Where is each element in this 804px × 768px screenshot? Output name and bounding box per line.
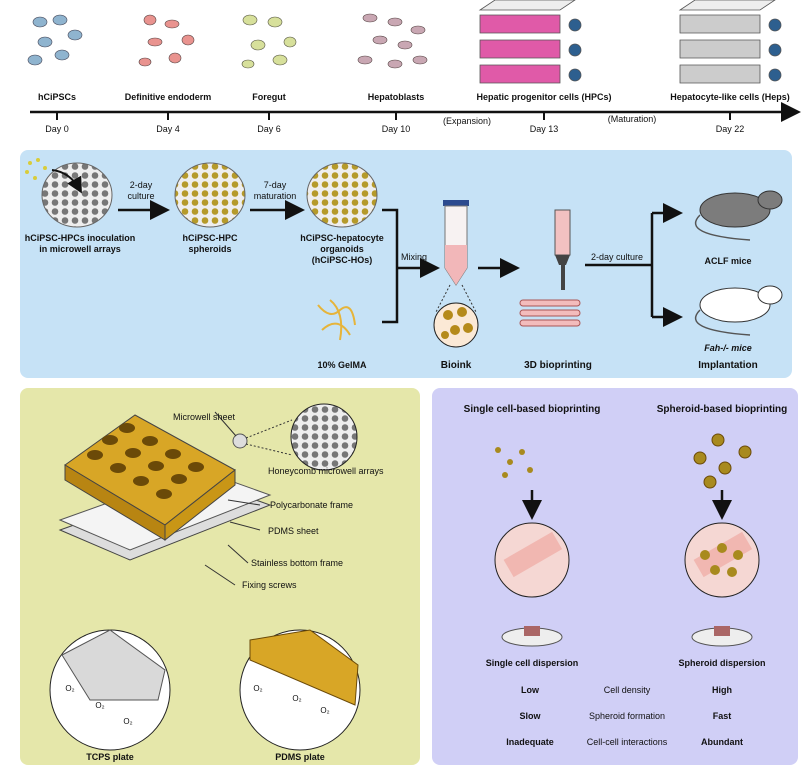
- day-label: Day 10: [381, 124, 411, 134]
- spheroid-value: Fast: [712, 711, 732, 721]
- stainless-label: Stainless bottom frame: [251, 558, 344, 568]
- o2-label: O₂: [292, 694, 302, 703]
- gelma-fibers: [317, 299, 356, 341]
- tcps-label: TCPS plate: [86, 752, 134, 762]
- spheroid-bioink: [693, 433, 752, 489]
- o2-label: O₂: [95, 701, 105, 710]
- petri-dishes: [501, 627, 753, 647]
- maturation-label: (Maturation): [607, 114, 657, 124]
- stage-label: Hepatoblasts: [367, 92, 425, 102]
- inoculation-label: hCiPSC-HPCs inoculation in microwell arr…: [24, 233, 136, 254]
- expansion-label: (Expansion): [442, 116, 492, 126]
- microwell-sheet-label: Microwell sheet: [173, 412, 236, 422]
- tcps-plate-zoom: [49, 629, 171, 751]
- workflow-panel: [20, 150, 792, 378]
- o2-label: O₂: [65, 684, 75, 693]
- bioprinter: [519, 209, 581, 327]
- fah-mouse: [694, 285, 783, 336]
- pdms-plate-label: PDMS plate: [275, 752, 325, 762]
- aclf-label: ACLF mice: [704, 256, 752, 266]
- workflow-arrows: [118, 200, 683, 327]
- maturation-7day-label: 7-day maturation: [253, 180, 297, 201]
- property-label: Spheroid formation: [588, 711, 666, 721]
- spheroid-strand-zoom: [684, 522, 760, 598]
- spheroid-value: Abundant: [701, 737, 743, 747]
- culture-after-label: 2-day culture: [590, 252, 644, 262]
- spheroid-value: High: [712, 685, 732, 695]
- spheroid-title: Spheroid-based bioprinting: [656, 404, 788, 415]
- single-value: Inadequate: [506, 737, 554, 747]
- organoids-label: hCiPSC-hepatocyte organoids (hCiPSC-HOs): [300, 233, 384, 265]
- device-exploded-view: [58, 403, 358, 586]
- timeline-axis: [30, 102, 801, 122]
- single-cell-strand-zoom: [494, 522, 570, 598]
- pdms-plate-zoom: [239, 629, 361, 751]
- implantation-label: Implantation: [698, 360, 758, 371]
- day-label: Day 13: [529, 124, 559, 134]
- spheroids-label: hCiPSC-HPC spheroids: [182, 233, 238, 254]
- spheroid-dispersion-label: Spheroid dispersion: [678, 658, 766, 668]
- stage-label: Hepatic progenitor cells (HPCs): [476, 92, 612, 102]
- stage-label: Foregut: [252, 92, 286, 102]
- single-title: Single cell-based bioprinting: [463, 404, 601, 415]
- culture-2day-label: 2-day culture: [127, 180, 155, 201]
- single-dispersion-label: Single cell dispersion: [485, 658, 579, 668]
- single-value: Slow: [519, 711, 541, 721]
- day-label: Day 22: [715, 124, 745, 134]
- hpc-flask-stack: [478, 0, 582, 84]
- o2-label: O₂: [320, 706, 330, 715]
- bioprinting-label: 3D bioprinting: [524, 360, 592, 371]
- stage-label: Definitive endoderm: [124, 92, 212, 102]
- day-label: Day 6: [257, 124, 281, 134]
- day-label: Day 0: [45, 124, 69, 134]
- screws-label: Fixing screws: [242, 580, 297, 590]
- bioink-tube: [433, 200, 479, 348]
- property-label: Cell density: [603, 685, 651, 695]
- microwell-discs: [41, 162, 378, 228]
- single-cell-bioink: [495, 447, 533, 478]
- bioink-label: Bioink: [440, 360, 472, 371]
- gelma-label: 10% GelMA: [317, 360, 367, 370]
- stage-label: hCiPSCs: [37, 92, 77, 102]
- o2-label: O₂: [123, 717, 133, 726]
- day-label: Day 4: [156, 124, 180, 134]
- single-value: Low: [521, 685, 539, 695]
- aclf-mouse: [694, 190, 783, 241]
- fah-label: Fah-/- mice: [704, 343, 752, 353]
- cell-clusters: [27, 13, 428, 69]
- polycarbonate-label: Polycarbonate frame: [270, 500, 354, 510]
- honeycomb-label: Honeycomb microwell arrays: [268, 466, 384, 476]
- property-label: Cell-cell interactions: [586, 737, 668, 747]
- stage-label: Hepatocyte-like cells (Heps): [670, 92, 790, 102]
- o2-label: O₂: [253, 684, 263, 693]
- mixing-label: Mixing: [400, 252, 428, 262]
- pdms-sheet-label: PDMS sheet: [268, 526, 319, 536]
- heps-flask-stack: [678, 0, 782, 84]
